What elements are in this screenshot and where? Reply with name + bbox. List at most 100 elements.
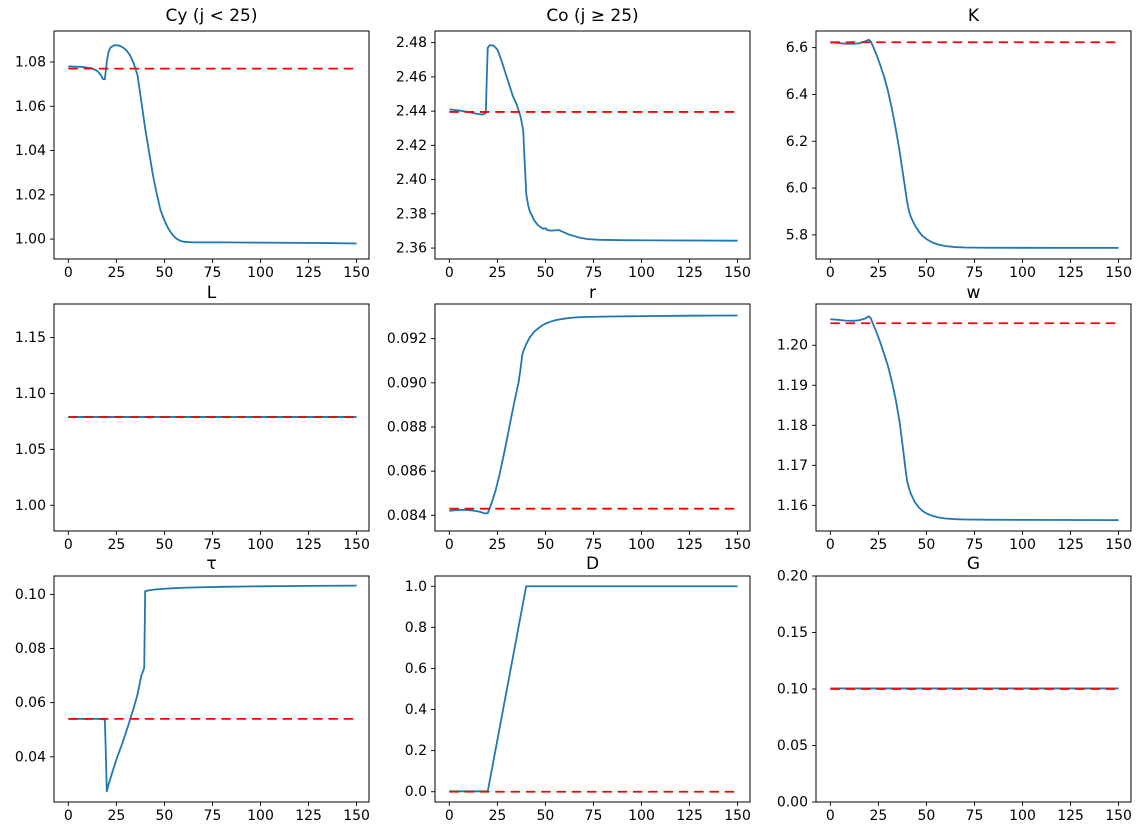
subplot-title-tau: τ bbox=[206, 554, 217, 574]
subplot-w: w 0 25 50 75 100 125 150 1.16 1.17 1.18 1.19 1.20 bbox=[762, 278, 1145, 557]
y-tick-label: 6.2 bbox=[786, 134, 808, 150]
y-tick-label: 0.15 bbox=[777, 625, 808, 641]
plot-canvas-l: 0 25 50 75 100 125 150 1.00 1.05 1.10 1.15 bbox=[15, 303, 370, 553]
x-tick-label: 75 bbox=[966, 808, 984, 824]
y-tick-label: 2.44 bbox=[396, 104, 427, 120]
y-tick-label: 2.42 bbox=[396, 138, 427, 154]
y-tick-label: 0.10 bbox=[15, 587, 46, 603]
y-tick-label: 1.02 bbox=[15, 187, 46, 203]
transition-path-line bbox=[449, 44, 738, 242]
axes-spines bbox=[434, 30, 751, 260]
y-tick-label: 1.19 bbox=[777, 378, 808, 394]
x-tick-label: 0 bbox=[64, 265, 73, 281]
y-tick-label: 6.4 bbox=[786, 87, 808, 103]
y-tick-label: 1.06 bbox=[15, 99, 46, 115]
x-tick-label: 150 bbox=[724, 265, 751, 281]
subplot-title-g: G bbox=[966, 554, 981, 574]
y-tick-label: 2.46 bbox=[396, 69, 427, 85]
axes-spines bbox=[815, 30, 1132, 260]
subplot-g: G 0 25 50 75 100 125 150 0.00 0.05 0.10 0.15 0.20 bbox=[762, 554, 1145, 836]
y-tick-label: 1.04 bbox=[15, 143, 46, 159]
x-tick-label: 75 bbox=[204, 537, 222, 553]
x-tick-label: 50 bbox=[536, 537, 554, 553]
y-tick-label: 5.8 bbox=[786, 227, 808, 243]
axes-spines bbox=[434, 303, 751, 532]
transition-path-line bbox=[449, 585, 738, 793]
x-tick-label: 100 bbox=[247, 265, 274, 281]
y-tick-label: 1.0 bbox=[405, 579, 427, 595]
x-tick-label: 25 bbox=[488, 808, 506, 824]
x-tick-label: 0 bbox=[445, 808, 454, 824]
x-tick-label: 125 bbox=[676, 537, 703, 553]
subplot-tau: τ 0 25 50 75 100 125 150 0.04 0.06 0.08 0.10 bbox=[0, 554, 381, 836]
x-tick-label: 50 bbox=[917, 265, 935, 281]
plot-canvas-cy: 0 25 50 75 100 125 150 1.00 1.02 1.04 1.06 1.08 bbox=[15, 30, 370, 281]
axes-spines bbox=[434, 575, 751, 803]
y-tick-label: 1.20 bbox=[777, 338, 808, 354]
x-tick-label: 150 bbox=[1105, 265, 1132, 281]
y-tick-label: 6.0 bbox=[786, 181, 808, 197]
y-tick-label: 1.10 bbox=[15, 386, 46, 402]
x-tick-label: 125 bbox=[676, 265, 703, 281]
x-tick-label: 50 bbox=[536, 808, 554, 824]
y-tick-label: 0.0 bbox=[405, 784, 427, 800]
x-tick-label: 0 bbox=[826, 537, 835, 553]
x-tick-label: 75 bbox=[585, 265, 603, 281]
y-tick-label: 0.08 bbox=[15, 641, 46, 657]
plot-canvas-co: 0 25 50 75 100 125 150 2.36 2.38 2.40 2.42 2.44 2.46… bbox=[396, 30, 751, 281]
x-tick-label: 100 bbox=[1009, 808, 1036, 824]
x-tick-label: 150 bbox=[724, 537, 751, 553]
x-tick-label: 25 bbox=[869, 265, 887, 281]
x-tick-label: 75 bbox=[204, 265, 222, 281]
x-tick-label: 100 bbox=[628, 808, 655, 824]
plot-canvas-r: 0 25 50 75 100 125 150 0.084 0.086 0.088 0.090 0.09… bbox=[387, 303, 751, 553]
y-tick-label: 0.086 bbox=[387, 464, 427, 480]
y-tick-label: 1.08 bbox=[15, 54, 46, 70]
x-tick-label: 25 bbox=[869, 808, 887, 824]
subplot-title-w: w bbox=[966, 283, 981, 303]
x-tick-label: 100 bbox=[247, 808, 274, 824]
y-tick-label: 0.10 bbox=[777, 682, 808, 698]
x-tick-label: 125 bbox=[295, 265, 322, 281]
x-tick-label: 125 bbox=[1057, 537, 1084, 553]
y-tick-label: 1.00 bbox=[15, 498, 46, 514]
plot-canvas-g: 0 25 50 75 100 125 150 0.00 0.05 0.10 0.15 0.20 bbox=[777, 569, 1132, 825]
y-tick-label: 0.2 bbox=[405, 743, 427, 759]
y-tick-label: 6.6 bbox=[786, 40, 808, 56]
y-tick-label: 0.6 bbox=[405, 661, 427, 677]
transition-path-line bbox=[68, 44, 357, 245]
x-tick-label: 100 bbox=[1009, 537, 1036, 553]
subplot-co: Co (j ≥ 25) 0 25 50 75 100 125 150 2.36 2.38 2.40… bbox=[381, 0, 762, 281]
y-tick-label: 0.090 bbox=[387, 375, 427, 391]
x-tick-label: 150 bbox=[343, 808, 370, 824]
plot-canvas-tau: 0 25 50 75 100 125 150 0.04 0.06 0.08 0.10 bbox=[15, 575, 370, 824]
x-tick-label: 75 bbox=[585, 808, 603, 824]
axes-spines bbox=[53, 30, 370, 260]
x-tick-label: 150 bbox=[1105, 808, 1132, 824]
x-tick-label: 25 bbox=[488, 537, 506, 553]
x-tick-label: 25 bbox=[107, 265, 125, 281]
y-tick-label: 0.084 bbox=[387, 508, 427, 524]
y-tick-label: 0.00 bbox=[777, 795, 808, 811]
x-tick-label: 125 bbox=[295, 808, 322, 824]
y-tick-label: 0.088 bbox=[387, 419, 427, 435]
x-tick-label: 150 bbox=[1105, 537, 1132, 553]
x-tick-label: 25 bbox=[107, 537, 125, 553]
y-tick-label: 1.00 bbox=[15, 232, 46, 248]
x-tick-label: 125 bbox=[676, 808, 703, 824]
y-tick-label: 1.17 bbox=[777, 458, 808, 474]
x-tick-label: 50 bbox=[917, 808, 935, 824]
x-tick-label: 0 bbox=[826, 265, 835, 281]
x-tick-label: 75 bbox=[585, 537, 603, 553]
x-tick-label: 100 bbox=[1009, 265, 1036, 281]
subplot-d: D 0 25 50 75 100 125 150 0.0 0.2 0.4 0.6 0.8 1.0 bbox=[381, 554, 762, 836]
transition-path-line bbox=[68, 584, 357, 793]
y-tick-label: 0.06 bbox=[15, 695, 46, 711]
y-tick-label: 1.16 bbox=[777, 498, 808, 514]
subplot-l: L 0 25 50 75 100 125 150 1.00 1.05 1.10 1.15 bbox=[0, 278, 381, 557]
y-tick-label: 1.18 bbox=[777, 418, 808, 434]
y-tick-label: 0.04 bbox=[15, 749, 46, 765]
x-tick-label: 100 bbox=[247, 537, 274, 553]
y-tick-label: 2.38 bbox=[396, 206, 427, 222]
